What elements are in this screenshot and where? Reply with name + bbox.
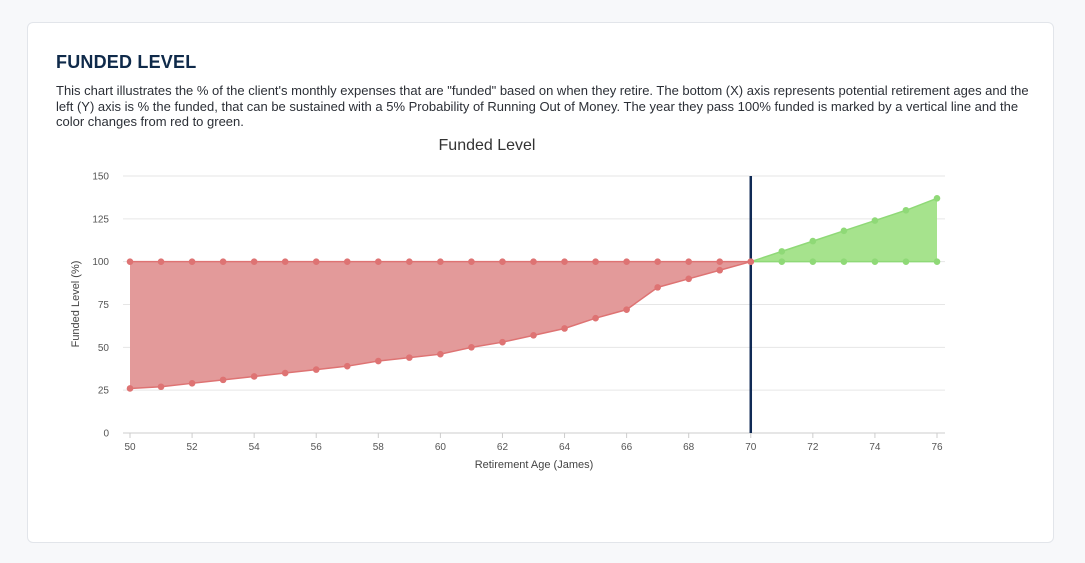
y-tick-label: 0 <box>103 429 109 440</box>
funded-level-point <box>530 332 537 339</box>
y-tick-label: 150 <box>92 172 109 183</box>
baseline-point <box>343 258 351 265</box>
funded-level-point <box>375 357 382 365</box>
funded-level-point <box>561 325 568 332</box>
y-tick-label: 100 <box>92 257 109 268</box>
funded-area <box>750 198 937 262</box>
baseline-point <box>902 258 910 265</box>
funded-level-point <box>468 344 475 351</box>
funded-level-point <box>188 380 196 387</box>
funded-level-point <box>933 194 941 202</box>
baseline-point <box>592 258 599 265</box>
baseline-point <box>809 258 817 265</box>
funded-level-point <box>685 275 692 283</box>
baseline-point <box>375 258 382 265</box>
baseline-point <box>623 258 630 265</box>
baseline-point <box>406 258 413 265</box>
funded-level-point <box>343 362 351 370</box>
baseline-point <box>281 258 289 265</box>
x-tick-label: 64 <box>559 442 571 453</box>
funded-level-point <box>840 227 848 235</box>
funded-level-point <box>623 306 630 313</box>
baseline-point <box>778 258 786 265</box>
baseline-point <box>933 258 941 265</box>
x-tick-label: 68 <box>683 442 695 453</box>
card-title: FUNDED LEVEL <box>56 52 197 72</box>
funded-level-point <box>778 248 786 255</box>
funded-level-point <box>219 376 227 384</box>
funded-level-point <box>716 266 724 274</box>
baseline-point <box>157 258 165 265</box>
baseline-point <box>188 258 196 265</box>
x-tick-label: 72 <box>807 442 819 453</box>
card-description: This chart illustrates the % of the clie… <box>56 83 1029 129</box>
x-axis-label: Retirement Age (James) <box>475 459 594 471</box>
y-tick-label: 25 <box>98 386 110 397</box>
y-tick-label: 75 <box>98 300 110 311</box>
funded-level-point <box>281 369 289 377</box>
x-tick-label: 74 <box>869 442 881 453</box>
chart-points <box>126 194 941 392</box>
baseline-point <box>654 258 661 265</box>
funded-level-point <box>592 314 599 322</box>
funded-level-point <box>902 206 910 214</box>
funded-level-point <box>747 258 755 265</box>
baseline-point <box>250 258 258 265</box>
chart-areas <box>130 198 937 389</box>
baseline-point <box>840 258 848 265</box>
baseline-point <box>126 258 134 265</box>
y-tick-label: 50 <box>98 343 110 354</box>
funded-level-point <box>406 354 413 361</box>
baseline-point <box>530 258 537 265</box>
funded-level-point <box>654 284 661 291</box>
funded-level-point <box>499 338 506 346</box>
baseline-point <box>219 258 227 265</box>
baseline-point <box>871 258 879 265</box>
baseline-point <box>312 258 320 265</box>
underfunded-area <box>130 261 751 389</box>
x-tick-label: 60 <box>435 442 447 453</box>
baseline-point <box>468 258 475 265</box>
tick-labels: 0 25 50 75 100 125 150 50 52 54 56 58 60 62 64 66 68 70 72… <box>92 172 943 454</box>
funded-level-point <box>157 383 165 391</box>
funded-level-point <box>871 217 879 224</box>
baseline-point <box>561 258 568 265</box>
baseline-point <box>437 258 444 265</box>
baseline-point <box>716 258 724 265</box>
chart-title: Funded Level <box>439 137 536 154</box>
x-tick-label: 54 <box>249 442 261 453</box>
funded-level-point <box>312 366 320 373</box>
funded-level-point <box>250 373 258 380</box>
x-tick-label: 70 <box>745 442 757 453</box>
x-tick-label: 50 <box>124 442 136 453</box>
x-tick-label: 66 <box>621 442 633 453</box>
funded-level-point <box>437 350 444 358</box>
x-tick-label: 62 <box>497 442 509 453</box>
baseline-point <box>685 258 692 265</box>
y-axis-label: Funded Level (%) <box>70 261 82 348</box>
funded-level-point <box>126 385 134 392</box>
x-tick-label: 58 <box>373 442 385 453</box>
baseline-point <box>499 258 506 265</box>
x-tick-label: 52 <box>187 442 199 453</box>
funded-level-point <box>809 237 817 245</box>
y-tick-label: 125 <box>92 214 109 225</box>
x-tick-label: 76 <box>931 442 943 453</box>
x-tick-label: 56 <box>311 442 323 453</box>
